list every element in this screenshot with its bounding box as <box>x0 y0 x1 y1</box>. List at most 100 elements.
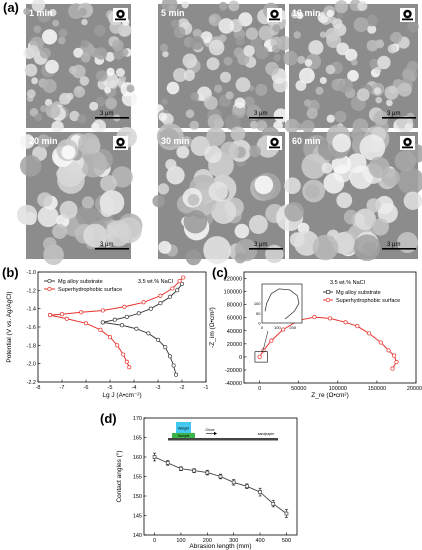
y-axis-label: Contact angles (°) <box>115 450 123 502</box>
droplet-highlight <box>405 12 410 16</box>
y-tick-label: -1.6 <box>27 325 36 331</box>
sem-particle <box>223 56 233 66</box>
droplet-icon <box>267 136 282 150</box>
data-point <box>231 480 236 485</box>
surface-line <box>269 146 280 149</box>
chart-c: 050000100000150000200000-40000-200000200… <box>209 271 422 399</box>
sem-particle <box>301 153 327 179</box>
sem-particle <box>100 175 117 192</box>
sem-particle <box>79 76 90 86</box>
sem-particle <box>157 183 170 195</box>
sem-particle <box>367 24 377 34</box>
data-point <box>115 343 120 348</box>
sem-particle <box>185 109 195 118</box>
sem-particle <box>77 114 87 124</box>
sem-particle <box>248 215 268 234</box>
sem-particle <box>230 126 246 142</box>
sem-particle <box>208 181 228 202</box>
sem-particle <box>284 118 300 134</box>
sem-particle <box>58 28 68 38</box>
sem-particle <box>325 27 340 42</box>
sem-particle <box>45 103 61 119</box>
droplet-highlight <box>272 140 277 144</box>
data-point <box>386 348 391 353</box>
plot-frame <box>243 271 417 384</box>
y-tick-label: -2.2 <box>27 380 36 386</box>
sem-particle <box>49 9 57 17</box>
y-tick-label: -2.0 <box>27 362 36 368</box>
sem-particle <box>203 236 232 264</box>
sem-particle <box>366 39 379 52</box>
droplet-highlight <box>118 12 123 16</box>
sem-particle <box>89 101 99 111</box>
y-axis-label: -Z_im (Ω•cm²) <box>209 307 216 348</box>
scale-bar <box>249 248 283 250</box>
droplet-icon <box>267 8 282 22</box>
sem-particle <box>276 35 292 51</box>
data-point <box>269 338 274 343</box>
data-point <box>127 365 132 370</box>
sem-particle <box>308 40 324 56</box>
sem-particle <box>91 122 100 132</box>
sem-particle <box>20 155 42 177</box>
data-point <box>284 511 289 516</box>
zoom-connector <box>262 330 269 352</box>
data-point <box>148 306 153 311</box>
data-point <box>367 331 372 336</box>
sem-particle <box>390 31 403 44</box>
sem-particle <box>293 31 301 39</box>
data-point <box>167 354 173 359</box>
sem-particle <box>79 150 108 178</box>
inset-y-tick-label: 0 <box>258 321 261 326</box>
sem-particle <box>159 43 169 52</box>
sem-particle <box>297 55 306 64</box>
sem-particle <box>397 82 412 97</box>
scale-bar <box>249 117 283 119</box>
surface-line <box>115 146 126 149</box>
data-point <box>175 288 180 293</box>
inset-series-line <box>264 288 300 320</box>
x-tick-label: 300 <box>229 538 238 544</box>
sem-particle <box>58 36 66 45</box>
sem-particle <box>106 67 115 76</box>
sem-particle <box>334 111 345 122</box>
droplet-icon <box>113 136 128 150</box>
sem-particle <box>126 84 135 93</box>
data-point <box>179 281 185 286</box>
sem-particle <box>43 237 57 251</box>
x-tick-label: -5 <box>108 385 113 391</box>
sem-particle <box>80 52 91 63</box>
x-tick-label: 0 <box>153 538 156 544</box>
sem-particle <box>357 1 368 11</box>
sem-particle <box>353 234 381 261</box>
sem-particle <box>105 97 117 110</box>
inset-plot: 0 100 200 0 50 100 <box>254 283 303 330</box>
y-tick-label: 145 <box>133 514 142 520</box>
sem-particle <box>255 83 268 96</box>
data-point <box>155 337 161 342</box>
data-point <box>141 300 146 305</box>
sem-particle <box>303 99 312 107</box>
series-line <box>49 314 130 368</box>
legend-marker <box>325 297 331 303</box>
sem-particle <box>377 55 391 70</box>
sem-particle <box>190 36 204 50</box>
sem-particle <box>353 17 369 33</box>
sem-particle <box>189 120 199 130</box>
scale-bar <box>382 117 416 119</box>
x-tick-label: 400 <box>255 538 264 544</box>
sem-particle <box>57 161 83 188</box>
sem-particle <box>161 0 178 13</box>
sem-image: 10 min 3 μm <box>283 0 419 135</box>
sem-particle <box>208 13 222 27</box>
sem-particle <box>403 191 422 210</box>
sem-particle <box>78 7 87 17</box>
sem-particle <box>218 34 227 43</box>
sem-particle <box>354 208 377 231</box>
data-point <box>47 313 53 318</box>
sem-particle <box>359 134 386 161</box>
sample-block <box>172 433 195 438</box>
sem-particle <box>26 45 40 58</box>
sem-particle <box>59 92 71 105</box>
sem-particle <box>336 42 350 56</box>
